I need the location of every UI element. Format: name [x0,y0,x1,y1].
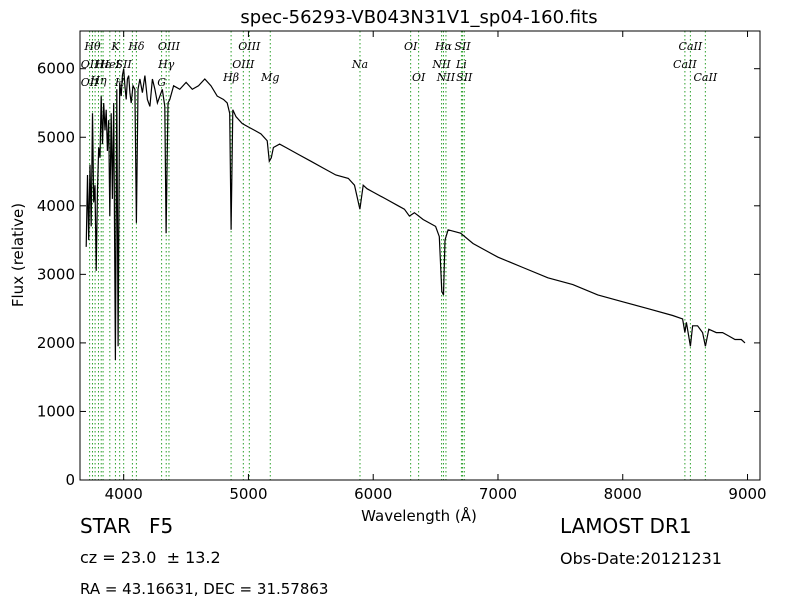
object-class-value: STAR [80,514,131,538]
y-tick-label: 2000 [37,334,75,352]
marker-line-label: OII [81,76,99,89]
marker-line-label: SII [456,71,473,84]
y-tick-label: 1000 [37,402,75,420]
object-class: STAR F5 [80,514,173,538]
coordinates: RA = 43.16631, DEC = 31.57863 [80,580,329,598]
marker-line-label: Hβ [222,71,239,84]
y-axis: 0 1000 2000 3000 4000 5000 6000 [37,60,760,489]
marker-line-label: Hε [94,58,111,71]
marker-labels: OIIOIIHθHηHεHeIKHSIIHδGHγOIIIHβOIIIOIIIM… [81,40,718,89]
y-tick-label: 4000 [37,197,75,215]
marker-line-label: OI [412,71,426,84]
x-tick-label: 8000 [604,485,642,503]
spectrum-series-line [85,68,746,361]
marker-line-label: OIII [238,40,261,53]
y-axis-label: Flux (relative) [9,203,27,307]
x-tick-label: 7000 [479,485,517,503]
marker-line-label: OI [404,40,418,53]
marker-line-label: CaII [673,58,697,71]
redshift-value: cz = 23.0 ± 13.2 [80,548,221,567]
x-axis-label: Wavelength (Å) [361,506,477,525]
marker-line-label: NII [431,58,451,71]
object-subclass: F5 [148,514,174,538]
marker-line-label: OIII [232,58,255,71]
obs-date: Obs-Date:20121231 [560,549,722,568]
marker-line-label: Mg [260,71,279,84]
y-tick-label: 0 [65,471,75,489]
y-tick-label: 3000 [37,265,75,283]
marker-line-label: SII [454,40,471,53]
marker-line-label: CaII [694,71,718,84]
plot-frame [79,30,761,481]
x-tick-label: 4000 [105,485,143,503]
marker-line-label: SII [116,58,133,71]
x-tick-label: 5000 [229,485,267,503]
x-tick-label: 9000 [728,485,766,503]
survey-name: LAMOST DR1 [560,514,692,538]
x-axis: 4000 5000 6000 7000 8000 9000 [105,31,767,503]
x-tick-label: 6000 [354,485,392,503]
y-tick-label: 6000 [37,60,75,78]
marker-line-label: G [157,76,166,89]
marker-line-label: HeI [99,58,121,71]
marker-line-label: OIII [158,40,181,53]
marker-line-label: CaII [679,40,703,53]
chart-title: spec-56293-VB043N31V1_sp04-160.fits [240,7,597,28]
marker-line-label: Hδ [127,40,145,53]
marker-line-label: Hη [89,74,107,87]
marker-line-label: Hθ [83,40,101,53]
marker-lines [89,31,706,480]
marker-line-label: Hα [434,40,453,53]
marker-line-label: Hγ [157,58,175,71]
y-tick-label: 5000 [37,128,75,146]
marker-line-label: NII [436,71,456,84]
marker-line-label: Li [455,58,467,71]
marker-line-label: K [110,40,120,53]
marker-line-label: OII [81,58,99,71]
marker-line-label: Na [351,58,368,71]
